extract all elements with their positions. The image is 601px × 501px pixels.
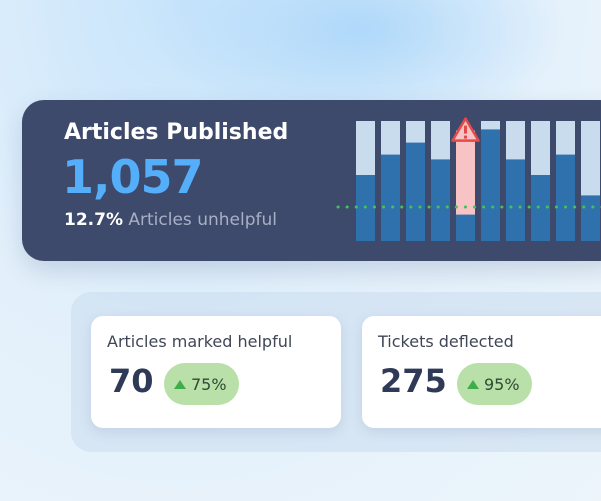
metric-value: 70 — [109, 362, 154, 400]
articles-published-card: Articles Published 1,057 12.7% Articles … — [22, 100, 601, 261]
metric-card-deflected: Tickets deflected 275 95% — [362, 316, 601, 428]
metric-label: Articles marked helpful — [107, 332, 293, 351]
bar-filled — [406, 142, 425, 241]
bar-remainder — [456, 130, 475, 241]
metric-card-helpful: Articles marked helpful 70 75% — [91, 316, 341, 428]
bar-filled — [456, 214, 475, 241]
metric-value: 275 — [380, 362, 447, 400]
metric-label: Tickets deflected — [378, 332, 514, 351]
unhelpful-percent: 12.7% — [64, 210, 123, 230]
arrow-up-icon — [174, 379, 186, 389]
bar-filled — [481, 129, 500, 241]
bar-filled — [506, 159, 525, 241]
unhelpful-stat: 12.7% Articles unhelpful — [64, 210, 277, 230]
bar-filled — [531, 175, 550, 241]
warning-exclamation — [464, 125, 467, 134]
bar-filled — [556, 154, 575, 241]
change-badge: 75% — [164, 363, 239, 405]
warning-exclamation-dot — [464, 135, 467, 139]
bar-filled — [431, 159, 450, 241]
change-value: 75% — [191, 374, 227, 394]
change-badge: 95% — [457, 363, 532, 405]
bar-filled — [581, 195, 600, 241]
unhelpful-label: Articles unhelpful — [128, 210, 277, 230]
articles-published-value: 1,057 — [62, 150, 204, 204]
articles-bar-chart — [336, 117, 601, 241]
bar-filled — [381, 154, 400, 241]
change-value: 95% — [484, 374, 520, 394]
arrow-up-icon — [467, 379, 479, 389]
card-title: Articles Published — [64, 120, 289, 145]
